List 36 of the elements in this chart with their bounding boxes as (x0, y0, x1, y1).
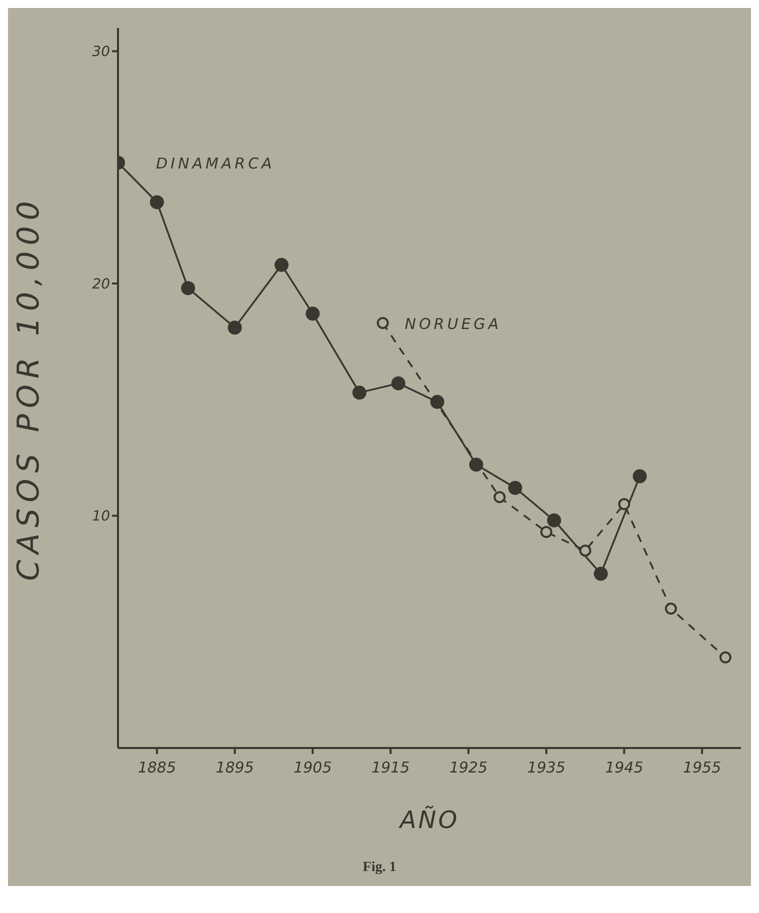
point (430, 394, 444, 409)
point (274, 258, 289, 272)
point (228, 320, 242, 335)
point (540, 526, 552, 538)
x-tick-label: 1955 (682, 758, 722, 777)
point (618, 498, 630, 510)
caption: Fig. 1 (362, 860, 398, 876)
point (494, 491, 506, 504)
point (594, 566, 608, 581)
point (376, 316, 389, 329)
x-tick-label: 1915 (371, 758, 410, 777)
point (579, 544, 592, 557)
point (306, 306, 320, 321)
x-axis-title: AÑO (398, 805, 460, 834)
series-label: NORUEGA (404, 314, 502, 333)
x-tick-label: 1905 (294, 758, 332, 777)
point (664, 602, 677, 615)
point (508, 480, 522, 495)
point (719, 651, 732, 664)
y-tick-label: 10 (92, 508, 110, 525)
x-tick-label: 1945 (605, 758, 644, 777)
x-tick-label: 1925 (449, 758, 488, 777)
y-tick-label: 30 (92, 44, 110, 60)
point (150, 195, 164, 210)
x-tick-label: 1885 (138, 758, 176, 777)
point (352, 386, 366, 400)
x-tick-label: 1895 (216, 758, 254, 777)
point (391, 376, 406, 390)
x-tick-label: 1935 (527, 758, 566, 777)
point (469, 458, 484, 472)
y-axis-title: CASOS POR 10,000 (12, 195, 47, 581)
point (181, 281, 196, 296)
point (632, 469, 647, 484)
series-label: DINAMARCA (156, 154, 275, 173)
y-tick-label: 20 (92, 276, 110, 292)
point (547, 513, 562, 528)
